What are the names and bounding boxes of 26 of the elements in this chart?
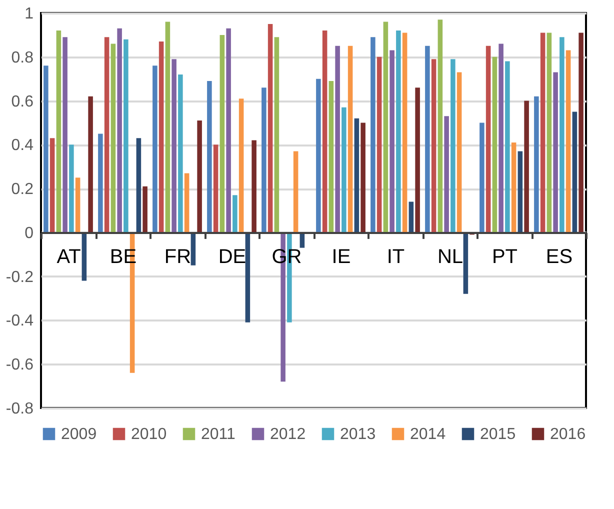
y-tick-label: -0.6 <box>6 356 34 374</box>
legend-label: 2014 <box>410 426 446 443</box>
y-tick-label: 0.8 <box>11 49 34 66</box>
y-tick-label: 0.6 <box>11 93 34 110</box>
y-tick-label: 0.4 <box>11 137 34 154</box>
x-tick-label: DE <box>218 246 246 268</box>
legend-label: 2012 <box>270 426 306 443</box>
x-tick-label: FR <box>164 246 192 268</box>
y-tick-label: -0.4 <box>6 312 34 330</box>
legend-label: 2009 <box>61 426 97 443</box>
y-tick-label: 0.2 <box>11 181 34 198</box>
y-tick-label: -0.8 <box>6 400 34 418</box>
legend-label: 2016 <box>550 426 586 443</box>
legend-label: 2010 <box>131 426 167 443</box>
legend-label: 2015 <box>480 426 516 443</box>
legend-label: 2013 <box>340 426 376 443</box>
y-tick-label: 1 <box>24 6 34 22</box>
y-tick-label: -0.2 <box>6 268 34 286</box>
x-tick-label: PT <box>492 246 518 268</box>
x-tick-label: NL <box>437 246 464 268</box>
x-tick-label: AT <box>56 246 81 268</box>
x-tick-label: ES <box>546 246 573 268</box>
x-tick-label: IE <box>332 246 351 268</box>
y-tick-label: 0 <box>24 224 34 242</box>
x-tick-label: IT <box>386 246 405 268</box>
legend-label: 2011 <box>201 426 236 443</box>
